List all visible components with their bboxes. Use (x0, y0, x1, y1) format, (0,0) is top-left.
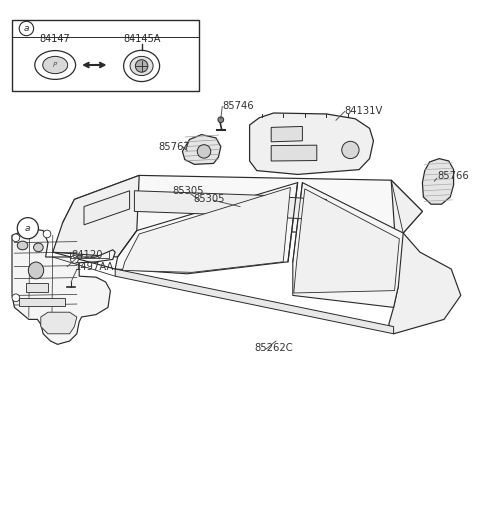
Text: P: P (53, 62, 57, 68)
Text: 84131V: 84131V (345, 105, 383, 116)
FancyBboxPatch shape (12, 21, 199, 91)
Text: 84145A: 84145A (123, 33, 160, 44)
Text: 85305: 85305 (193, 194, 225, 205)
Polygon shape (293, 182, 403, 307)
Polygon shape (115, 269, 394, 334)
Text: 85746: 85746 (222, 101, 254, 111)
Polygon shape (422, 159, 454, 204)
Polygon shape (271, 145, 317, 161)
Circle shape (71, 255, 78, 263)
Polygon shape (26, 283, 48, 291)
Polygon shape (294, 189, 399, 293)
Circle shape (43, 230, 51, 238)
Circle shape (135, 60, 148, 72)
Polygon shape (274, 196, 326, 220)
Text: 84120: 84120 (71, 250, 103, 260)
Circle shape (19, 21, 34, 35)
Ellipse shape (124, 50, 159, 82)
Circle shape (342, 141, 359, 159)
Text: a: a (25, 224, 31, 233)
Text: 85767: 85767 (158, 141, 190, 152)
Ellipse shape (43, 57, 68, 74)
Polygon shape (182, 135, 221, 164)
Polygon shape (115, 182, 298, 274)
Text: 1497AA: 1497AA (74, 262, 114, 271)
Circle shape (12, 234, 20, 242)
Text: 84147: 84147 (40, 33, 71, 44)
Polygon shape (271, 126, 302, 142)
Ellipse shape (34, 243, 43, 252)
Circle shape (197, 144, 211, 158)
Polygon shape (19, 298, 65, 306)
Polygon shape (250, 113, 373, 174)
Polygon shape (53, 175, 139, 257)
Ellipse shape (35, 50, 76, 79)
Text: 85305: 85305 (173, 186, 204, 196)
Polygon shape (134, 191, 269, 216)
Circle shape (17, 217, 38, 239)
Polygon shape (122, 188, 290, 272)
Polygon shape (12, 228, 115, 344)
Circle shape (12, 294, 20, 302)
Polygon shape (84, 191, 130, 225)
Polygon shape (41, 312, 77, 334)
Polygon shape (62, 175, 422, 233)
Ellipse shape (17, 241, 28, 250)
Circle shape (218, 117, 224, 123)
Ellipse shape (28, 262, 44, 279)
Text: 85262C: 85262C (254, 343, 293, 353)
Text: a: a (24, 24, 29, 33)
Ellipse shape (130, 57, 153, 76)
Text: 85766: 85766 (438, 171, 469, 181)
Polygon shape (389, 180, 461, 334)
